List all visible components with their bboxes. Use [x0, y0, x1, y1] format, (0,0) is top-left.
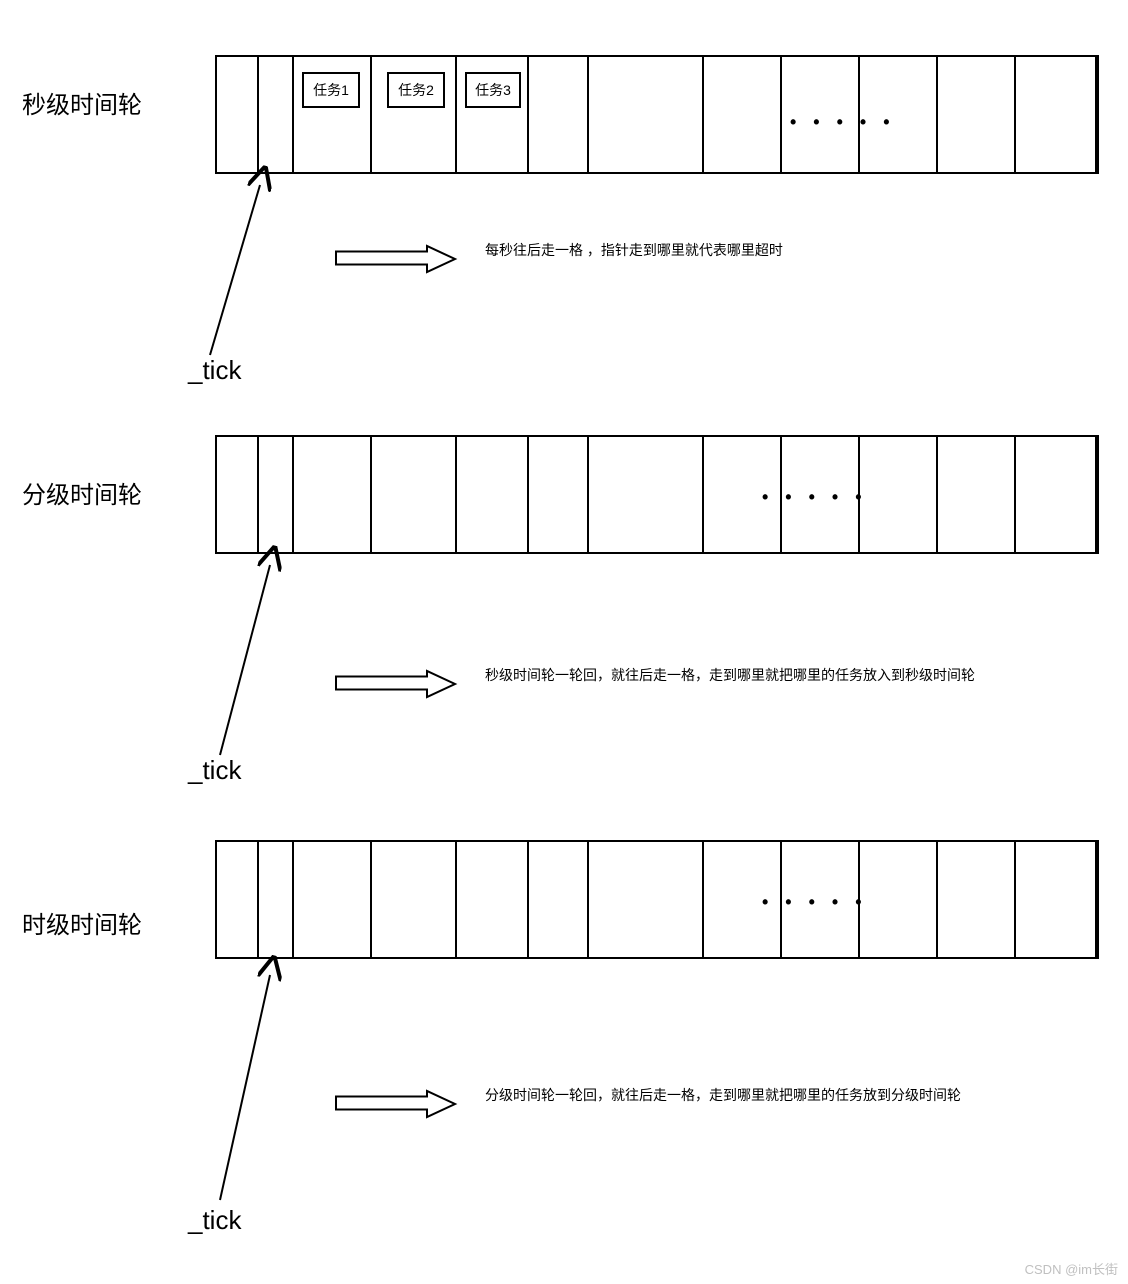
wheel-cell [294, 842, 372, 957]
wheel-label-0: 秒级时间轮 [22, 85, 142, 120]
wheel-label-1: 分级时间轮 [22, 475, 142, 510]
wheel-cell [704, 57, 782, 172]
tick-label: _tick [188, 1205, 241, 1236]
right-arrow-icon [335, 1090, 457, 1118]
wheel-cell [259, 842, 294, 957]
wheel-cell [217, 57, 259, 172]
ellipsis-dots: • • • • • [762, 487, 868, 508]
right-arrow-icon [335, 245, 457, 273]
wheel-row-1: • • • • • [215, 435, 1099, 554]
wheel-cell [529, 437, 589, 552]
tick-label: _tick [188, 755, 241, 786]
wheel-cell: 任务2 [372, 57, 457, 172]
wheel-label-2: 时级时间轮 [22, 905, 142, 940]
wheel-cell [259, 57, 294, 172]
wheel-cell [1016, 842, 1097, 957]
wheel-cell [860, 437, 938, 552]
task-box: 任务1 [302, 72, 360, 108]
ellipsis-dots: • • • • • [762, 892, 868, 913]
wheel-cell [217, 437, 259, 552]
wheel-cell [372, 842, 457, 957]
wheel-row-0: 任务1 任务2 任务3 • • • • • [215, 55, 1099, 174]
wheel-cell [372, 437, 457, 552]
wheel-cell [217, 842, 259, 957]
wheel-cell [1016, 57, 1097, 172]
wheel-cell [529, 57, 589, 172]
wheel-description: 秒级时间轮一轮回，就往后走一格，走到哪里就把哪里的任务放入到秒级时间轮 [485, 665, 975, 685]
wheel-cell [259, 437, 294, 552]
wheel-cell [860, 842, 938, 957]
wheel-cell [589, 842, 704, 957]
ellipsis-dots: • • • • • [790, 112, 896, 133]
task-box: 任务2 [387, 72, 445, 108]
wheel-cell [589, 57, 704, 172]
task-box: 任务3 [465, 72, 521, 108]
wheel-cell [589, 437, 704, 552]
wheel-description: 分级时间轮一轮回，就往后走一格，走到哪里就把哪里的任务放到分级时间轮 [485, 1085, 961, 1105]
wheel-cell [457, 437, 529, 552]
right-arrow-icon [335, 670, 457, 698]
wheel-description: 每秒往后走一格 ，指针走到哪里就代表哪里超时 [485, 240, 783, 260]
wheel-cell: 任务3 [457, 57, 529, 172]
wheel-cell [938, 842, 1016, 957]
wheel-cell [294, 437, 372, 552]
wheel-cell [938, 437, 1016, 552]
watermark: CSDN @im长街 [1025, 1259, 1118, 1278]
wheel-cell [938, 57, 1016, 172]
tick-label: _tick [188, 355, 241, 386]
wheel-cell [1016, 437, 1097, 552]
wheel-cell [529, 842, 589, 957]
wheel-row-2: • • • • • [215, 840, 1099, 959]
wheel-cell [457, 842, 529, 957]
wheel-cell: 任务1 [294, 57, 372, 172]
